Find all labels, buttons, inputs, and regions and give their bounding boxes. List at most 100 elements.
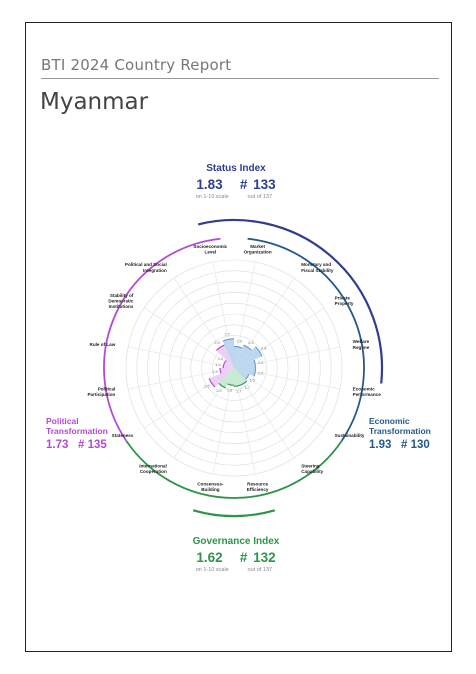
economic-score: 1.93 <box>369 439 392 451</box>
criterion-label: Private Property <box>335 296 354 307</box>
radar-sector <box>222 338 234 368</box>
value-label: 1.7 <box>245 385 250 390</box>
criterion-label: Monetary and Fiscal Stability <box>301 262 334 273</box>
radar-sector <box>234 345 252 368</box>
economic-rank: # 130 <box>400 439 430 451</box>
governance-arc <box>125 440 343 499</box>
value-label: 1.0 <box>218 356 224 361</box>
political-label-line1: Political <box>46 416 79 426</box>
status-scale-note: on 1-10 scale <box>195 194 229 200</box>
title-divider <box>41 78 439 79</box>
grid-ring <box>136 270 332 466</box>
radar-sector <box>234 346 262 368</box>
grid-ring <box>179 313 289 423</box>
grid-ring <box>201 335 267 401</box>
value-label: 2.0 <box>216 388 222 393</box>
report-title: BTI 2024 Country Report <box>41 56 232 74</box>
radar-sector-edge <box>245 373 250 380</box>
status-index-score: 1.83 <box>196 177 223 192</box>
value-label: 1.6 <box>227 388 232 393</box>
criterion-label: Political and Social Integration <box>125 262 167 273</box>
radar-sector <box>234 368 242 387</box>
radar-sector-edge <box>222 338 235 342</box>
radar-sector <box>234 368 256 377</box>
criterion-label: Sustainability <box>335 433 365 438</box>
grid-spoke <box>128 346 235 369</box>
criterion-label: Stability of Democratic Institutions <box>108 293 133 309</box>
radar-sector-edge <box>253 359 257 369</box>
status-index-name: Status Index <box>206 163 266 174</box>
radar-sector <box>227 368 234 386</box>
status-index-rank: # 133 <box>239 177 276 192</box>
radar-sector <box>224 360 234 368</box>
status-index: Status Index 1.83 # 133 on 1-10 scale ou… <box>176 163 296 200</box>
radar-sector <box>223 363 234 368</box>
value-label: 2.5 <box>204 383 209 388</box>
value-label: 2.3 <box>214 340 219 345</box>
value-label: 2.0 <box>237 339 243 344</box>
status-index-arc <box>197 218 384 384</box>
radar-sector-edge <box>208 378 216 388</box>
bti-radar-chart: 2.0 2.3 2.8 2.0 2.0 1.5 1.7 1.7 1.6 2.0 2.5 1.3 1.01… <box>87 218 384 518</box>
governance-index-arc <box>192 509 276 518</box>
radar-sector <box>234 346 243 368</box>
governance-scale-note: on 1-10 scale <box>195 567 229 573</box>
radar-sector <box>209 368 234 388</box>
radar-sector <box>234 368 247 385</box>
radar-sector <box>218 368 234 388</box>
value-label: 1.3 <box>212 369 217 374</box>
radar-sector-edge <box>253 367 257 377</box>
radar-sector-edge <box>222 363 225 369</box>
radar-sector <box>219 368 234 374</box>
value-label: 2.0 <box>258 360 264 365</box>
grid-ring <box>168 302 300 434</box>
criterion-label: Welfare Regime <box>353 339 370 350</box>
governance-index: Governance Index 1.62 # 132 on 1-10 scal… <box>171 536 301 573</box>
radar-sector-edge <box>218 382 226 389</box>
grid-ring <box>190 324 278 412</box>
criterion-label: Market Organization <box>244 244 272 255</box>
governance-index-rank: # 132 <box>239 550 276 565</box>
criterion-label: Consensus-Building <box>197 481 224 492</box>
governance-rank-note: out of 137 <box>247 567 272 573</box>
value-label: 2.8 <box>261 345 266 350</box>
country-name: Myanmar <box>40 89 149 115</box>
criterion-label: Steering Capability <box>301 463 323 474</box>
grid-spoke <box>212 367 235 474</box>
governance-index-score: 1.62 <box>196 550 223 565</box>
grid-ring <box>158 292 310 444</box>
radar-sector-edge <box>233 345 243 349</box>
value-label: 1.5 <box>249 377 254 382</box>
radar-sector <box>234 368 249 380</box>
radar-sector-edge <box>233 384 242 387</box>
political-transformation: Political Transformation 1.73 # 135 <box>46 416 108 451</box>
radar-sector <box>216 345 234 368</box>
political-score: 1.73 <box>46 439 69 451</box>
criterion-label: Stateness <box>112 433 134 438</box>
report-page: BTI 2024 Country Report Myanmar 2.0 2.3 2.… <box>25 22 452 652</box>
criterion-label: Socioeconomic Level <box>193 244 227 255</box>
value-label: 1.0 <box>215 362 221 367</box>
grid-ring <box>125 259 343 477</box>
grid-spoke <box>144 307 235 369</box>
value-label: 2.7 <box>225 331 230 336</box>
criterion-label: Political Participation <box>87 386 115 397</box>
criterion-label: Rule of Law <box>90 342 116 347</box>
radar-sector-edge <box>227 383 235 386</box>
criterion-label: Economic Performance <box>353 386 382 397</box>
criterion-label: Resource Efficiency <box>247 481 269 492</box>
criterion-label: International Cooperation <box>139 463 167 474</box>
radar-sector-edge <box>219 367 222 374</box>
political-rank: # 135 <box>77 439 107 451</box>
economic-label-line2: Transformation <box>369 426 431 436</box>
radar-sector-edge <box>243 344 252 351</box>
economic-transformation: Economic Transformation 1.93 # 130 <box>369 416 431 451</box>
value-label: 2.3 <box>248 340 253 345</box>
radar-sector-edge <box>223 359 227 365</box>
radar-sector-edge <box>254 346 263 357</box>
economic-transformation-arc <box>247 237 365 442</box>
status-rank-note: out of 137 <box>247 194 272 200</box>
radar-sector-edge <box>216 344 225 351</box>
value-label: 2.0 <box>258 371 264 376</box>
value-label: 1.7 <box>236 389 241 394</box>
